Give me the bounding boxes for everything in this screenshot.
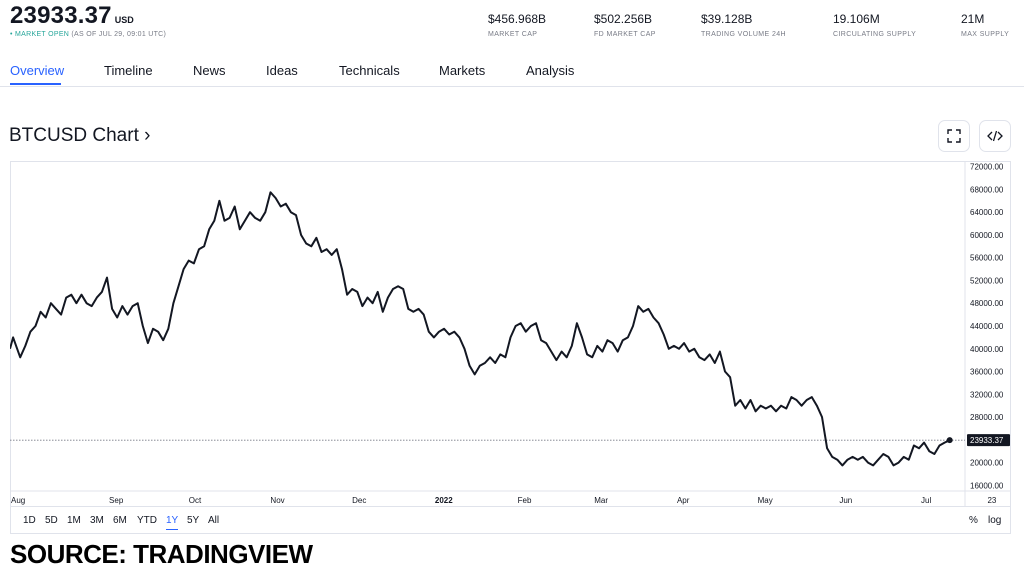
y-tick-label: 28000.00 bbox=[970, 413, 1004, 422]
price-chart[interactable]: 72000.00 68000.00 64000.00 60000.00 56000.00… bbox=[10, 161, 1011, 507]
tab-analysis[interactable]: Analysis bbox=[526, 63, 575, 78]
chart-title-link[interactable]: BTCUSD Chart › bbox=[9, 125, 151, 146]
x-tick-label: Mar bbox=[594, 496, 608, 505]
x-tick-label: Feb bbox=[518, 496, 532, 505]
range-1y[interactable]: 1Y bbox=[166, 515, 179, 526]
stat-fd-market-cap: $502.256B FD MARKET CAP bbox=[594, 12, 656, 38]
x-tick-label: May bbox=[758, 496, 773, 505]
y-tick-label: 32000.00 bbox=[970, 390, 1004, 399]
price-line bbox=[10, 191, 951, 467]
y-tick-label: 20000.00 bbox=[970, 459, 1004, 468]
market-status-label: MARKET OPEN bbox=[15, 31, 70, 38]
range-6m[interactable]: 6M bbox=[113, 515, 127, 526]
y-tick-label: 56000.00 bbox=[970, 254, 1004, 263]
stat-max-supply: 21M MAX SUPPLY bbox=[961, 12, 1009, 38]
x-tick-label: 23 bbox=[987, 496, 996, 505]
source-caption: SOURCE: TRADINGVIEW bbox=[10, 539, 313, 569]
stat-value: $39.128B bbox=[701, 12, 753, 26]
stat-value: 21M bbox=[961, 12, 985, 26]
last-price-tag-label: 23933.37 bbox=[970, 436, 1004, 445]
tab-markets[interactable]: Markets bbox=[439, 63, 486, 78]
symbol-tabs: Overview Timeline News Ideas Technicals … bbox=[0, 58, 1024, 87]
range-5y[interactable]: 5Y bbox=[187, 515, 200, 526]
tab-timeline[interactable]: Timeline bbox=[104, 63, 153, 78]
stat-trading-volume: $39.128B TRADING VOLUME 24H bbox=[701, 12, 786, 38]
tab-news[interactable]: News bbox=[193, 63, 226, 78]
x-tick-label: Jun bbox=[839, 496, 852, 505]
stat-circulating-supply: 19.106M CIRCULATING SUPPLY bbox=[833, 12, 916, 38]
y-tick-label: 40000.00 bbox=[970, 345, 1004, 354]
market-status-dot: • bbox=[10, 31, 13, 38]
code-embed-icon bbox=[987, 130, 1003, 142]
percent-scale-toggle[interactable]: % bbox=[969, 515, 978, 526]
stat-label: MARKET CAP bbox=[488, 31, 538, 38]
currency-label: USD bbox=[114, 15, 134, 25]
x-tick-label: Apr bbox=[677, 496, 690, 505]
stat-label: TRADING VOLUME 24H bbox=[701, 31, 786, 38]
x-tick-label: Nov bbox=[270, 496, 284, 505]
fullscreen-icon bbox=[947, 129, 961, 143]
stat-value: $456.968B bbox=[488, 12, 547, 26]
y-tick-label: 36000.00 bbox=[970, 368, 1004, 377]
log-scale-toggle[interactable]: log bbox=[988, 515, 1002, 526]
range-3m[interactable]: 3M bbox=[90, 515, 104, 526]
range-5d[interactable]: 5D bbox=[45, 515, 58, 526]
stat-value: $502.256B bbox=[594, 12, 653, 26]
active-range-indicator bbox=[166, 529, 178, 530]
range-1m[interactable]: 1M bbox=[67, 515, 81, 526]
y-tick-label: 16000.00 bbox=[970, 481, 1004, 490]
stat-label: FD MARKET CAP bbox=[594, 31, 656, 38]
y-tick-label: 64000.00 bbox=[970, 208, 1004, 217]
stat-market-cap: $456.968B MARKET CAP bbox=[488, 12, 546, 38]
y-tick-label: 68000.00 bbox=[970, 185, 1004, 194]
stat-value: 19.106M bbox=[833, 12, 880, 26]
range-ytd[interactable]: YTD bbox=[137, 515, 157, 526]
x-tick-label: Sep bbox=[109, 496, 124, 505]
tab-ideas[interactable]: Ideas bbox=[266, 63, 298, 78]
x-tick-label: 2022 bbox=[435, 496, 453, 505]
fullscreen-button[interactable] bbox=[938, 120, 970, 152]
price-header: 23933.37 USD • MARKET OPEN (AS OF JUL 29… bbox=[10, 2, 166, 38]
y-tick-label: 72000.00 bbox=[970, 163, 1004, 172]
range-all[interactable]: All bbox=[208, 515, 220, 526]
market-status-time: (AS OF JUL 29, 09:01 UTC) bbox=[71, 31, 167, 38]
active-tab-indicator bbox=[10, 83, 61, 85]
y-tick-label: 60000.00 bbox=[970, 231, 1004, 240]
x-tick-label: Aug bbox=[11, 496, 25, 505]
price-row: 23933.37 USD bbox=[10, 2, 166, 30]
stat-label: CIRCULATING SUPPLY bbox=[833, 31, 917, 38]
last-price-tag bbox=[967, 434, 1010, 447]
x-tick-label: Dec bbox=[352, 496, 366, 505]
range-1d[interactable]: 1D bbox=[23, 515, 36, 526]
key-stats: $456.968B MARKET CAP $502.256B FD MARKET… bbox=[0, 12, 1024, 42]
market-status: • MARKET OPEN (AS OF JUL 29, 09:01 UTC) bbox=[10, 31, 166, 38]
range-selector: 1D 5D 1M 3M 6M YTD 1Y 5Y All % log bbox=[10, 507, 1011, 534]
y-tick-label: 52000.00 bbox=[970, 276, 1004, 285]
tab-technicals[interactable]: Technicals bbox=[339, 63, 400, 78]
x-tick-label: Jul bbox=[921, 496, 931, 505]
stat-label: MAX SUPPLY bbox=[961, 31, 1010, 38]
chart-frame bbox=[10, 161, 1011, 507]
y-tick-label: 48000.00 bbox=[970, 299, 1004, 308]
embed-button[interactable] bbox=[979, 120, 1011, 152]
current-price: 23933.37 bbox=[10, 2, 112, 29]
tab-overview[interactable]: Overview bbox=[10, 63, 65, 78]
y-tick-label: 44000.00 bbox=[970, 322, 1004, 331]
last-price-dot bbox=[946, 437, 953, 444]
x-tick-label: Oct bbox=[189, 496, 202, 505]
